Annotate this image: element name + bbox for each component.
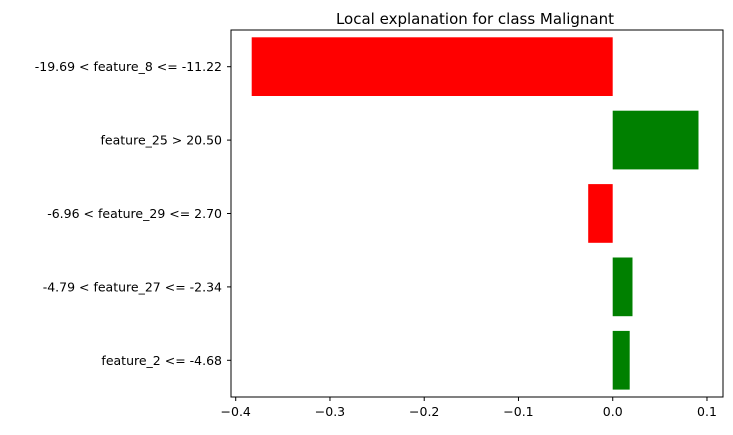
y-tick-labels: -19.69 < feature_8 <= -11.22 feature_25 >…	[35, 59, 231, 368]
x-tick-label: −0.4	[221, 404, 251, 419]
x-tick-label: −0.3	[315, 404, 345, 419]
plot-frame	[230, 29, 724, 398]
y-tick-label: -6.96 < feature_29 <= 2.70	[47, 206, 222, 221]
y-tick-label: -4.79 < feature_27 <= -2.34	[43, 279, 222, 294]
x-tick-label: 0.1	[697, 404, 717, 419]
bar-0	[251, 37, 613, 96]
y-tick-label: -19.69 < feature_8 <= -11.22	[35, 59, 222, 74]
x-tick-label: 0.0	[603, 404, 623, 419]
bar-1	[612, 110, 699, 170]
chart-title: Local explanation for class Malignant	[336, 10, 614, 28]
bars-group	[251, 37, 699, 390]
x-tick-label: −0.1	[503, 404, 533, 419]
x-tick-label: −0.2	[409, 404, 439, 419]
y-tick-label: feature_2 <= -4.68	[101, 353, 222, 368]
bar-4	[612, 330, 630, 390]
y-tick-label: feature_25 > 20.50	[101, 133, 223, 148]
x-axis: −0.4 −0.3 −0.2 −0.1 0.0 0.1	[221, 397, 717, 419]
bar-2	[588, 184, 613, 243]
bar-3	[612, 257, 633, 317]
